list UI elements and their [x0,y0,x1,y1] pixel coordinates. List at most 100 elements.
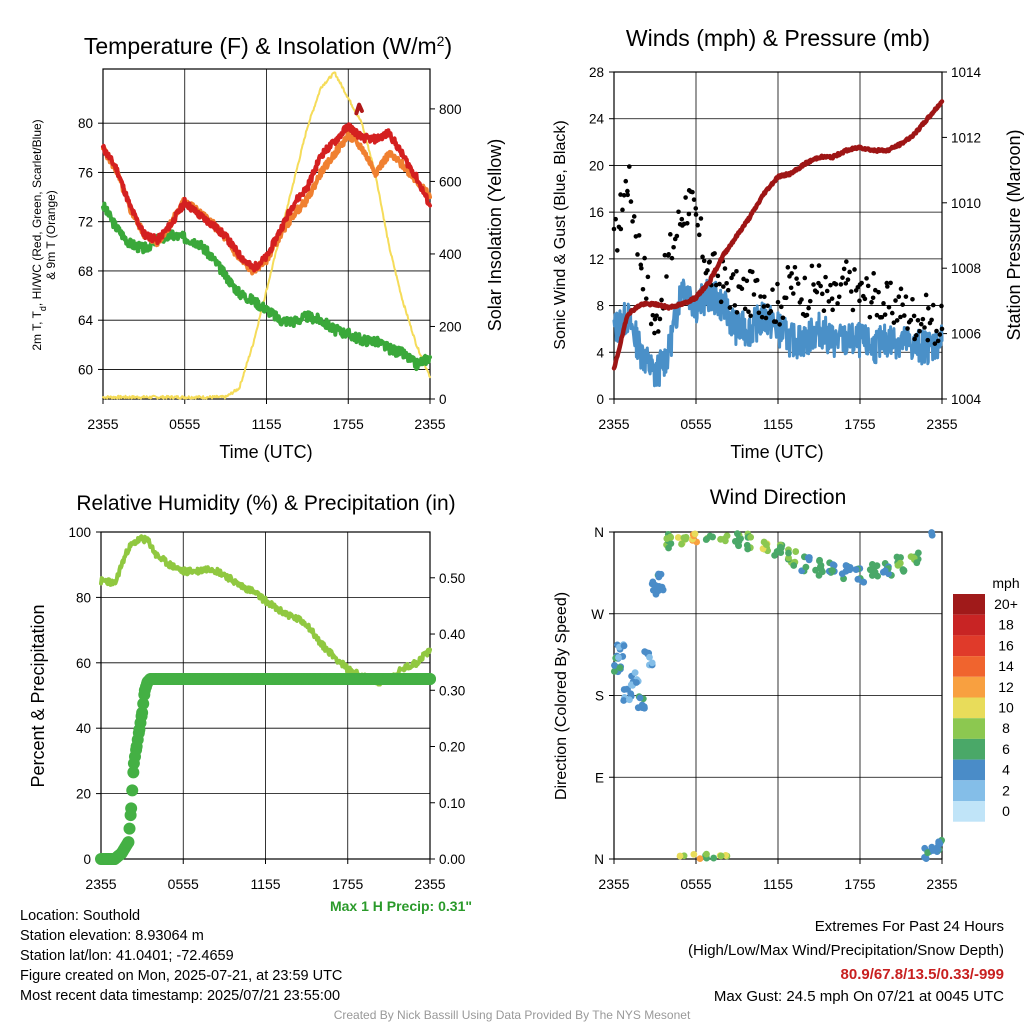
gust-point [806,305,811,311]
wind-panel-ylabel: Sonic Wind & Gust (Blue, Black) [552,120,569,349]
legend-label: 6 [1002,741,1010,757]
gust-point [696,232,702,238]
gust-point [836,294,842,300]
gust-point [701,258,707,264]
panel-4-ytick-label: S [595,689,604,704]
panel-3-ytick-label: 60 [76,656,91,671]
panel-3-y2tick-label: 0.20 [439,740,465,755]
wind-direction-point [663,535,671,542]
gust-point [821,308,827,313]
gust-point [912,336,917,342]
wind-direction-point [710,854,718,862]
wind-direction-point [703,850,710,858]
gust-point [789,271,794,276]
panel-1-y2tick-label: 600 [439,174,462,189]
gust-point [898,314,903,320]
gust-point [724,280,729,286]
temp-panel-y2label: Solar Insolation (Yellow) [485,139,505,331]
gust-point [865,283,871,289]
gust-point [725,287,731,293]
gust-point [614,248,620,253]
gust-point [807,298,813,304]
rh-panel-precip-note: Max 1 H Precip: 0.31" [330,898,472,914]
gust-point [700,254,705,260]
panel-1-ytick-label: 76 [78,165,93,180]
gust-point [654,313,659,319]
gust-point [788,285,794,291]
gust-point [636,233,642,238]
wind-direction-point [615,654,622,661]
gust-point [751,292,757,297]
gust-point [923,292,929,298]
wind-direction-point [747,533,755,541]
info-location: Location: Southold [20,908,141,924]
precipitation-point [424,673,436,686]
wind-direction-point [627,681,635,689]
gust-point [763,315,769,321]
legend-swatch [953,676,985,698]
gust-point [717,281,722,287]
gust-point [901,313,907,318]
wind-direction-point [611,662,618,669]
gust-point [686,211,692,217]
wind-direction-point [805,555,813,562]
gust-point [734,268,739,274]
panel-2-y2tick-label: 1014 [951,65,982,80]
panel-4-ytick-label: N [594,852,604,867]
panel-3-ytick-label: 80 [76,590,91,605]
precipitation-point [137,697,150,710]
legend-swatch [953,759,985,781]
wind-direction-point [868,572,876,579]
panel-2-y2tick-label: 1010 [951,196,981,211]
panel-4-xtick-label: 2355 [598,876,629,892]
gust-point [693,206,699,211]
gust-point [765,303,770,309]
gust-point [893,298,898,303]
gust-point [693,212,699,217]
legend-swatch [953,718,985,739]
gust-point [705,268,710,273]
panel-3-y2tick-label: 0.30 [439,683,465,698]
direction-panel-title: Wind Direction [710,486,847,509]
wind-direction-point [659,586,667,594]
panel-3-ytick-label: 40 [76,721,91,736]
wind-panel-xlabel: Time (UTC) [730,442,823,462]
gust-point [770,287,775,292]
gust-point [826,299,832,304]
extremes-fields: (High/Low/Max Wind/Precipitation/Snow De… [688,942,1004,959]
wind-direction-point [696,855,704,863]
gust-point [715,273,721,279]
gust-point [659,297,664,303]
legend-label: 16 [998,637,1014,653]
gust-point [613,216,618,222]
legend-label: 8 [1002,720,1010,736]
wind-direction-point [676,852,684,860]
gust-point [894,318,900,323]
gust-point [925,337,931,343]
gust-point [835,301,840,306]
gust-point [666,252,671,257]
gust-point [652,316,658,322]
gust-point [671,244,676,250]
gust-point [900,302,905,307]
gust-point [918,321,924,327]
gust-point [707,259,712,265]
panel-4-frame [609,531,943,864]
gust-point [850,307,856,313]
station-pressure-line [611,99,945,371]
gust-point [684,220,690,226]
gust-point [891,320,897,325]
panel-2-ytick-label: 20 [589,158,604,173]
gust-point [885,284,890,289]
gust-point [929,317,934,323]
gust-point [631,214,637,219]
info-latlon: Station lat/lon: 41.0401; -72.4659 [20,948,234,964]
panel-2-ytick-label: 12 [589,252,604,267]
station-info: Location: Southold Station elevation: 8.… [20,906,342,1006]
wind-direction-point [913,559,921,567]
gust-point [809,263,815,269]
gust-point [635,252,640,257]
gust-point [783,295,789,301]
gust-point [759,314,765,320]
